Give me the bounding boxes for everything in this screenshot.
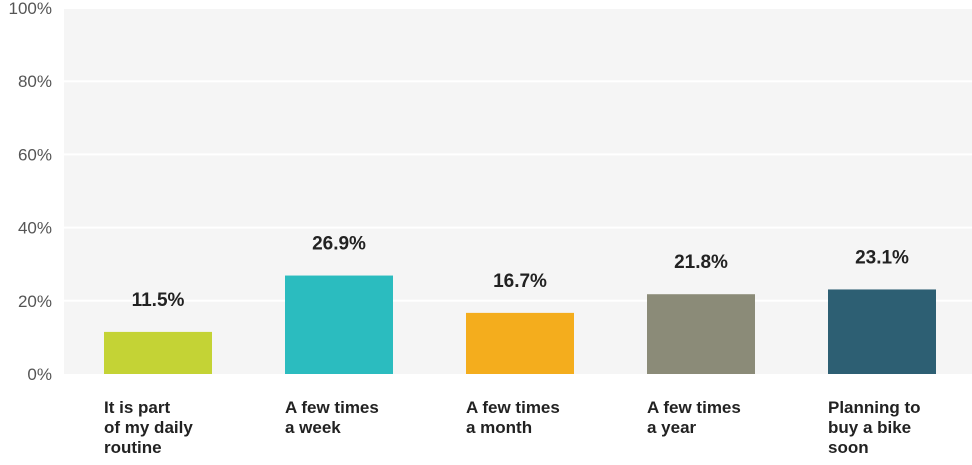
y-tick-label: 40%	[18, 219, 52, 238]
category-label-line: soon	[828, 438, 869, 457]
category-label-line: a month	[466, 418, 533, 437]
category-label-line: It is part	[104, 398, 171, 417]
bars	[104, 275, 936, 374]
category-label: A few times a week	[285, 398, 435, 438]
gridlines	[64, 7, 972, 302]
bar	[285, 275, 393, 374]
category-label: A few times a month	[466, 398, 616, 438]
category-label-line: a year	[647, 418, 697, 437]
category-label-line: of my daily	[104, 418, 193, 437]
data-label: 11.5%	[132, 290, 185, 311]
y-tick-label: 20%	[18, 292, 52, 311]
category-label-line: Planning to	[828, 398, 921, 417]
y-axis-ticks: 0% 20% 40% 60% 80% 100%	[9, 0, 52, 384]
category-label-line: A few times	[285, 398, 379, 417]
category-label-line: A few times	[466, 398, 560, 417]
y-tick-label: 60%	[18, 145, 52, 164]
y-tick-label: 0%	[27, 365, 52, 384]
category-label-line: a week	[285, 418, 341, 437]
category-label: Planning to buy a bike soon	[828, 398, 972, 458]
bar	[104, 331, 212, 374]
data-label: 26.9%	[312, 234, 366, 255]
bar	[647, 294, 755, 374]
category-label-line: routine	[104, 438, 162, 457]
data-label: 16.7%	[493, 271, 547, 292]
bar	[828, 289, 936, 374]
bar	[466, 312, 574, 374]
y-tick-label: 80%	[18, 72, 52, 91]
category-label: A few times a year	[647, 398, 797, 438]
data-label: 21.8%	[674, 252, 728, 273]
category-label: It is part of my daily routine	[104, 398, 254, 458]
category-label-line: buy a bike	[828, 418, 912, 437]
data-labels: 11.5% 26.9% 16.7% 21.8% 23.1%	[132, 234, 909, 311]
y-tick-label: 100%	[9, 0, 52, 18]
data-label: 23.1%	[855, 247, 909, 268]
category-label-line: A few times	[647, 398, 741, 417]
